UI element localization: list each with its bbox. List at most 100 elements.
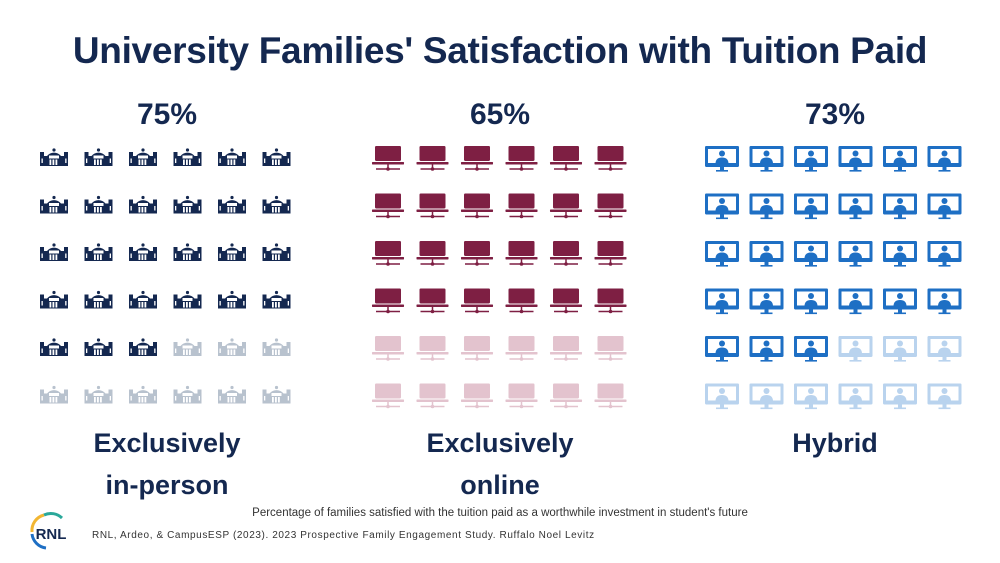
icon-faded-1-29 [594, 336, 627, 361]
icon-filled-0-1 [84, 148, 113, 166]
icon-filled-2-20 [794, 288, 828, 315]
icon-filled-0-8 [129, 195, 157, 214]
icon-filled-2-0 [705, 146, 739, 172]
icon-filled-1-2 [461, 146, 493, 171]
icon-filled-1-9 [505, 193, 538, 219]
group-online-label: Exclusively online [370, 422, 630, 506]
icon-filled-2-15 [838, 241, 873, 267]
icon-filled-2-19 [749, 288, 784, 315]
icon-faded-0-28 [218, 338, 246, 356]
icon-filled-2-10 [883, 193, 917, 220]
icon-filled-0-26 [129, 338, 157, 356]
group-online-label-line2: online [460, 470, 540, 500]
icon-faded-0-34 [218, 385, 246, 404]
icon-filled-1-8 [461, 193, 493, 219]
citation: RNL, Ardeo, & CampusESP (2023). 2023 Pro… [92, 530, 595, 541]
icon-filled-1-6 [372, 193, 404, 219]
logo-text: RNL [36, 526, 67, 543]
icon-filled-0-24 [40, 338, 68, 356]
chart-title: University Families' Satisfaction with T… [72, 30, 928, 71]
icon-filled-0-10 [218, 195, 246, 214]
icon-filled-0-19 [84, 290, 113, 309]
icon-filled-0-6 [40, 195, 68, 214]
group-in-person-label: Exclusively in-person [37, 422, 297, 506]
icon-filled-2-7 [749, 193, 784, 220]
icon-faded-1-25 [416, 336, 449, 361]
icon-filled-2-26 [794, 336, 828, 362]
icon-filled-1-21 [505, 288, 538, 314]
icon-filled-2-14 [794, 241, 828, 267]
icon-filled-0-25 [84, 338, 113, 356]
icon-filled-0-14 [129, 243, 157, 261]
icon-filled-2-6 [705, 193, 739, 220]
icon-faded-0-31 [84, 385, 113, 404]
icon-filled-1-22 [550, 288, 582, 314]
icon-filled-0-9 [173, 195, 202, 214]
icon-filled-0-17 [262, 243, 291, 261]
icon-faded-2-29 [927, 336, 962, 362]
icon-filled-2-11 [927, 193, 962, 220]
icon-filled-2-21 [838, 288, 873, 315]
icon-filled-0-13 [84, 243, 113, 261]
icon-filled-0-21 [173, 290, 202, 309]
icon-filled-0-0 [40, 148, 68, 166]
icon-faded-2-31 [749, 383, 784, 410]
icon-filled-1-16 [550, 241, 582, 266]
icon-faded-1-26 [461, 336, 493, 361]
icon-faded-2-33 [838, 383, 873, 410]
icon-filled-0-15 [173, 243, 202, 261]
group-hybrid-label: Hybrid [705, 422, 965, 464]
icon-filled-1-14 [461, 241, 493, 266]
group-in-person-percent: 75% [136, 98, 198, 131]
icon-filled-1-10 [550, 193, 582, 219]
group-online-label-line1: Exclusively [426, 428, 574, 458]
icon-filled-0-16 [218, 243, 246, 261]
icon-filled-2-13 [749, 241, 784, 267]
icon-faded-1-35 [594, 383, 627, 409]
group-online-percent: 65% [469, 98, 531, 131]
icon-faded-0-32 [129, 385, 157, 404]
icon-filled-2-12 [705, 241, 739, 267]
footnote: Percentage of families satisfied with th… [252, 507, 748, 519]
icon-faded-2-34 [883, 383, 917, 410]
icon-filled-0-11 [262, 195, 291, 214]
icon-filled-0-22 [218, 290, 246, 309]
icon-filled-1-17 [594, 241, 627, 266]
icon-filled-2-23 [927, 288, 962, 315]
in-person-icon-grid [40, 148, 291, 404]
icon-filled-1-11 [594, 193, 627, 219]
icon-filled-2-22 [883, 288, 917, 315]
group-hybrid-label-line1: Hybrid [792, 428, 878, 458]
icon-filled-1-0 [372, 146, 404, 171]
icon-faded-1-31 [416, 383, 449, 409]
group-in-person-label-line1: Exclusively [93, 428, 241, 458]
icon-faded-0-33 [173, 385, 202, 404]
online-icon-grid [372, 146, 627, 409]
icon-filled-1-12 [372, 241, 404, 266]
icon-filled-0-4 [218, 148, 246, 166]
icon-filled-2-16 [883, 241, 917, 267]
icon-faded-1-30 [372, 383, 404, 409]
icon-filled-0-20 [129, 290, 157, 309]
icon-faded-0-29 [262, 338, 291, 356]
icon-filled-2-24 [705, 336, 739, 362]
icon-faded-0-27 [173, 338, 202, 356]
icon-filled-0-3 [173, 148, 202, 166]
icon-filled-0-7 [84, 195, 113, 214]
icon-filled-1-4 [550, 146, 582, 171]
icon-faded-2-30 [705, 383, 739, 410]
icon-filled-1-5 [594, 146, 627, 171]
icon-filled-1-13 [416, 241, 449, 266]
icon-filled-0-2 [129, 148, 157, 166]
icon-filled-1-18 [372, 288, 404, 314]
icon-faded-2-35 [927, 383, 962, 410]
icon-faded-1-27 [505, 336, 538, 361]
icon-faded-1-24 [372, 336, 404, 361]
icon-filled-0-5 [262, 148, 291, 166]
icon-faded-1-33 [505, 383, 538, 409]
group-in-person-label-line2: in-person [105, 470, 229, 500]
icon-filled-1-20 [461, 288, 493, 314]
icon-filled-2-2 [794, 146, 828, 172]
icon-faded-2-27 [838, 336, 873, 362]
icon-faded-0-35 [262, 385, 291, 404]
